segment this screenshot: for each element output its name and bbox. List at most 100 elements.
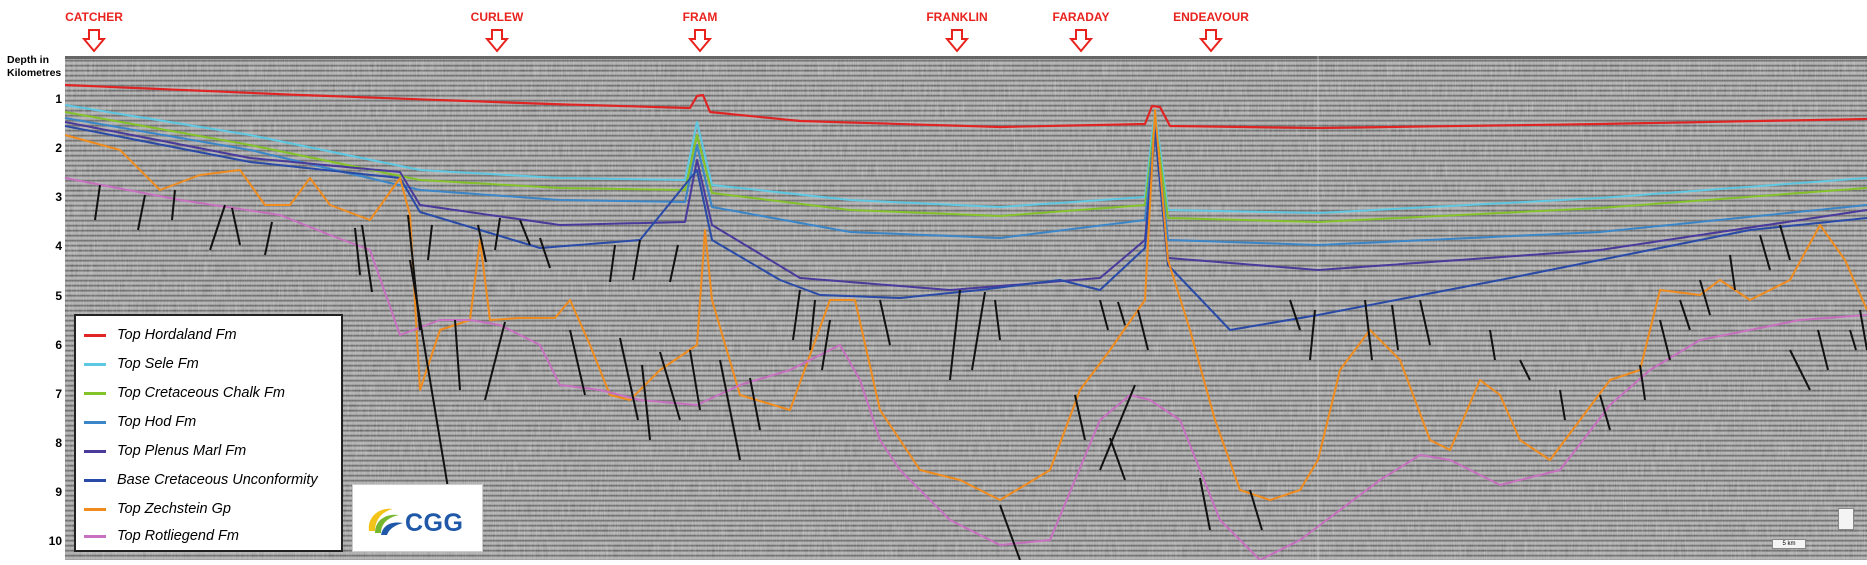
fault-line — [231, 207, 241, 246]
fault-line — [609, 244, 616, 283]
horizon-line — [64, 121, 1867, 291]
cgg-swoosh-icon — [368, 508, 403, 535]
fault-line — [669, 244, 679, 283]
fault-line — [1489, 329, 1496, 361]
fault-line — [999, 504, 1021, 561]
legend-swatch — [84, 449, 106, 453]
depth-tick-label: 9 — [55, 485, 62, 499]
depth-tick-label: 8 — [55, 436, 62, 450]
fault-line — [137, 194, 146, 231]
legend-label: Top Sele Fm — [117, 356, 199, 372]
fault-line — [641, 364, 651, 441]
fault-line — [1309, 309, 1316, 361]
fault-line — [171, 189, 176, 221]
fault-line — [1137, 309, 1149, 351]
fault-line — [1419, 299, 1431, 346]
horizon-line — [64, 125, 1867, 331]
depth-tick-label: 4 — [55, 239, 62, 253]
fault-line — [209, 204, 226, 251]
fault-line — [1849, 329, 1857, 351]
fault-line — [1117, 301, 1126, 326]
fault-line — [1699, 279, 1711, 316]
north-arrow-icon — [1838, 508, 1854, 530]
fault-line — [1639, 364, 1646, 401]
fault-line — [879, 299, 891, 346]
fault-line — [354, 227, 361, 276]
fault-line — [821, 319, 831, 371]
fault-line — [1779, 224, 1791, 261]
legend-item: Top Sele Fm — [84, 354, 199, 374]
depth-tick-label: 1 — [55, 92, 62, 106]
fault-line — [809, 299, 816, 351]
field-label-curlew: CURLEW — [470, 10, 524, 24]
fault-line — [484, 321, 506, 401]
depth-tick-label: 6 — [55, 338, 62, 352]
legend-swatch — [84, 420, 106, 424]
legend-label: Base Cretaceous Unconformity — [117, 472, 318, 488]
fault-line — [1289, 299, 1301, 331]
fault-line — [792, 289, 801, 341]
fault-line — [1859, 309, 1867, 351]
fault-line — [1099, 384, 1136, 471]
field-label-fram: FRAM — [682, 10, 718, 24]
field-label-faraday: FARADAY — [1052, 10, 1110, 24]
fault-line — [1729, 254, 1736, 291]
fault-line — [632, 239, 641, 281]
fault-line — [94, 184, 101, 221]
fault-line — [1099, 299, 1109, 331]
fault-line — [427, 224, 433, 261]
depth-axis-title: Depth in Kilometres — [7, 54, 61, 80]
legend-label: Top Plenus Marl Fm — [117, 443, 247, 459]
depth-axis-title-line2: Kilometres — [7, 67, 62, 79]
down-arrow-icon — [484, 29, 510, 53]
down-arrow-icon — [687, 29, 713, 53]
fault-line — [361, 224, 373, 293]
depth-tick-label: 2 — [55, 141, 62, 155]
legend-swatch — [84, 534, 106, 538]
fault-line — [1559, 389, 1566, 421]
legend-label: Top Hod Fm — [117, 414, 197, 430]
fault-line — [619, 337, 639, 421]
fault-line — [539, 237, 551, 269]
legend-swatch — [84, 362, 106, 366]
down-arrow-icon — [1198, 29, 1224, 53]
field-label-franklin: FRANKLIN — [926, 10, 988, 24]
fault-line — [749, 377, 761, 431]
depth-axis-title-line1: Depth in — [7, 54, 49, 66]
legend-swatch — [84, 333, 106, 337]
logo-text: CGG — [405, 509, 464, 537]
down-arrow-icon — [944, 29, 970, 53]
legend-item: Top Rotliegend Fm — [84, 526, 239, 546]
horizon-line — [64, 117, 1867, 246]
legend-label: Top Zechstein Gp — [117, 501, 231, 517]
fault-line — [477, 224, 487, 263]
field-label-catcher: CATCHER — [65, 10, 123, 24]
horizon-line — [64, 111, 1867, 223]
fault-line — [1599, 394, 1611, 431]
depth-tick-label: 10 — [48, 534, 62, 548]
horizon-line — [64, 109, 1867, 501]
fault-line — [264, 221, 273, 256]
horizon-line — [64, 104, 1867, 214]
scale-bar: 5 km — [1772, 539, 1806, 549]
fault-line — [1817, 329, 1829, 371]
field-label-endeavour: ENDEAVOUR — [1173, 10, 1249, 24]
down-arrow-icon — [1068, 29, 1094, 53]
fault-line — [1074, 394, 1086, 441]
fault-line — [454, 319, 461, 391]
fault-line — [719, 359, 741, 461]
fault-line — [1679, 299, 1691, 331]
fault-line — [971, 291, 986, 371]
fault-line — [519, 219, 531, 246]
fault-line — [409, 259, 451, 501]
down-arrow-icon — [81, 29, 107, 53]
fault-line — [949, 289, 961, 381]
fault-line — [994, 299, 1001, 341]
fault-line — [1759, 234, 1771, 271]
fault-line — [1519, 359, 1531, 381]
fault-line — [569, 329, 586, 396]
legend-label: Top Rotliegend Fm — [117, 528, 239, 544]
depth-tick-label: 3 — [55, 190, 62, 204]
